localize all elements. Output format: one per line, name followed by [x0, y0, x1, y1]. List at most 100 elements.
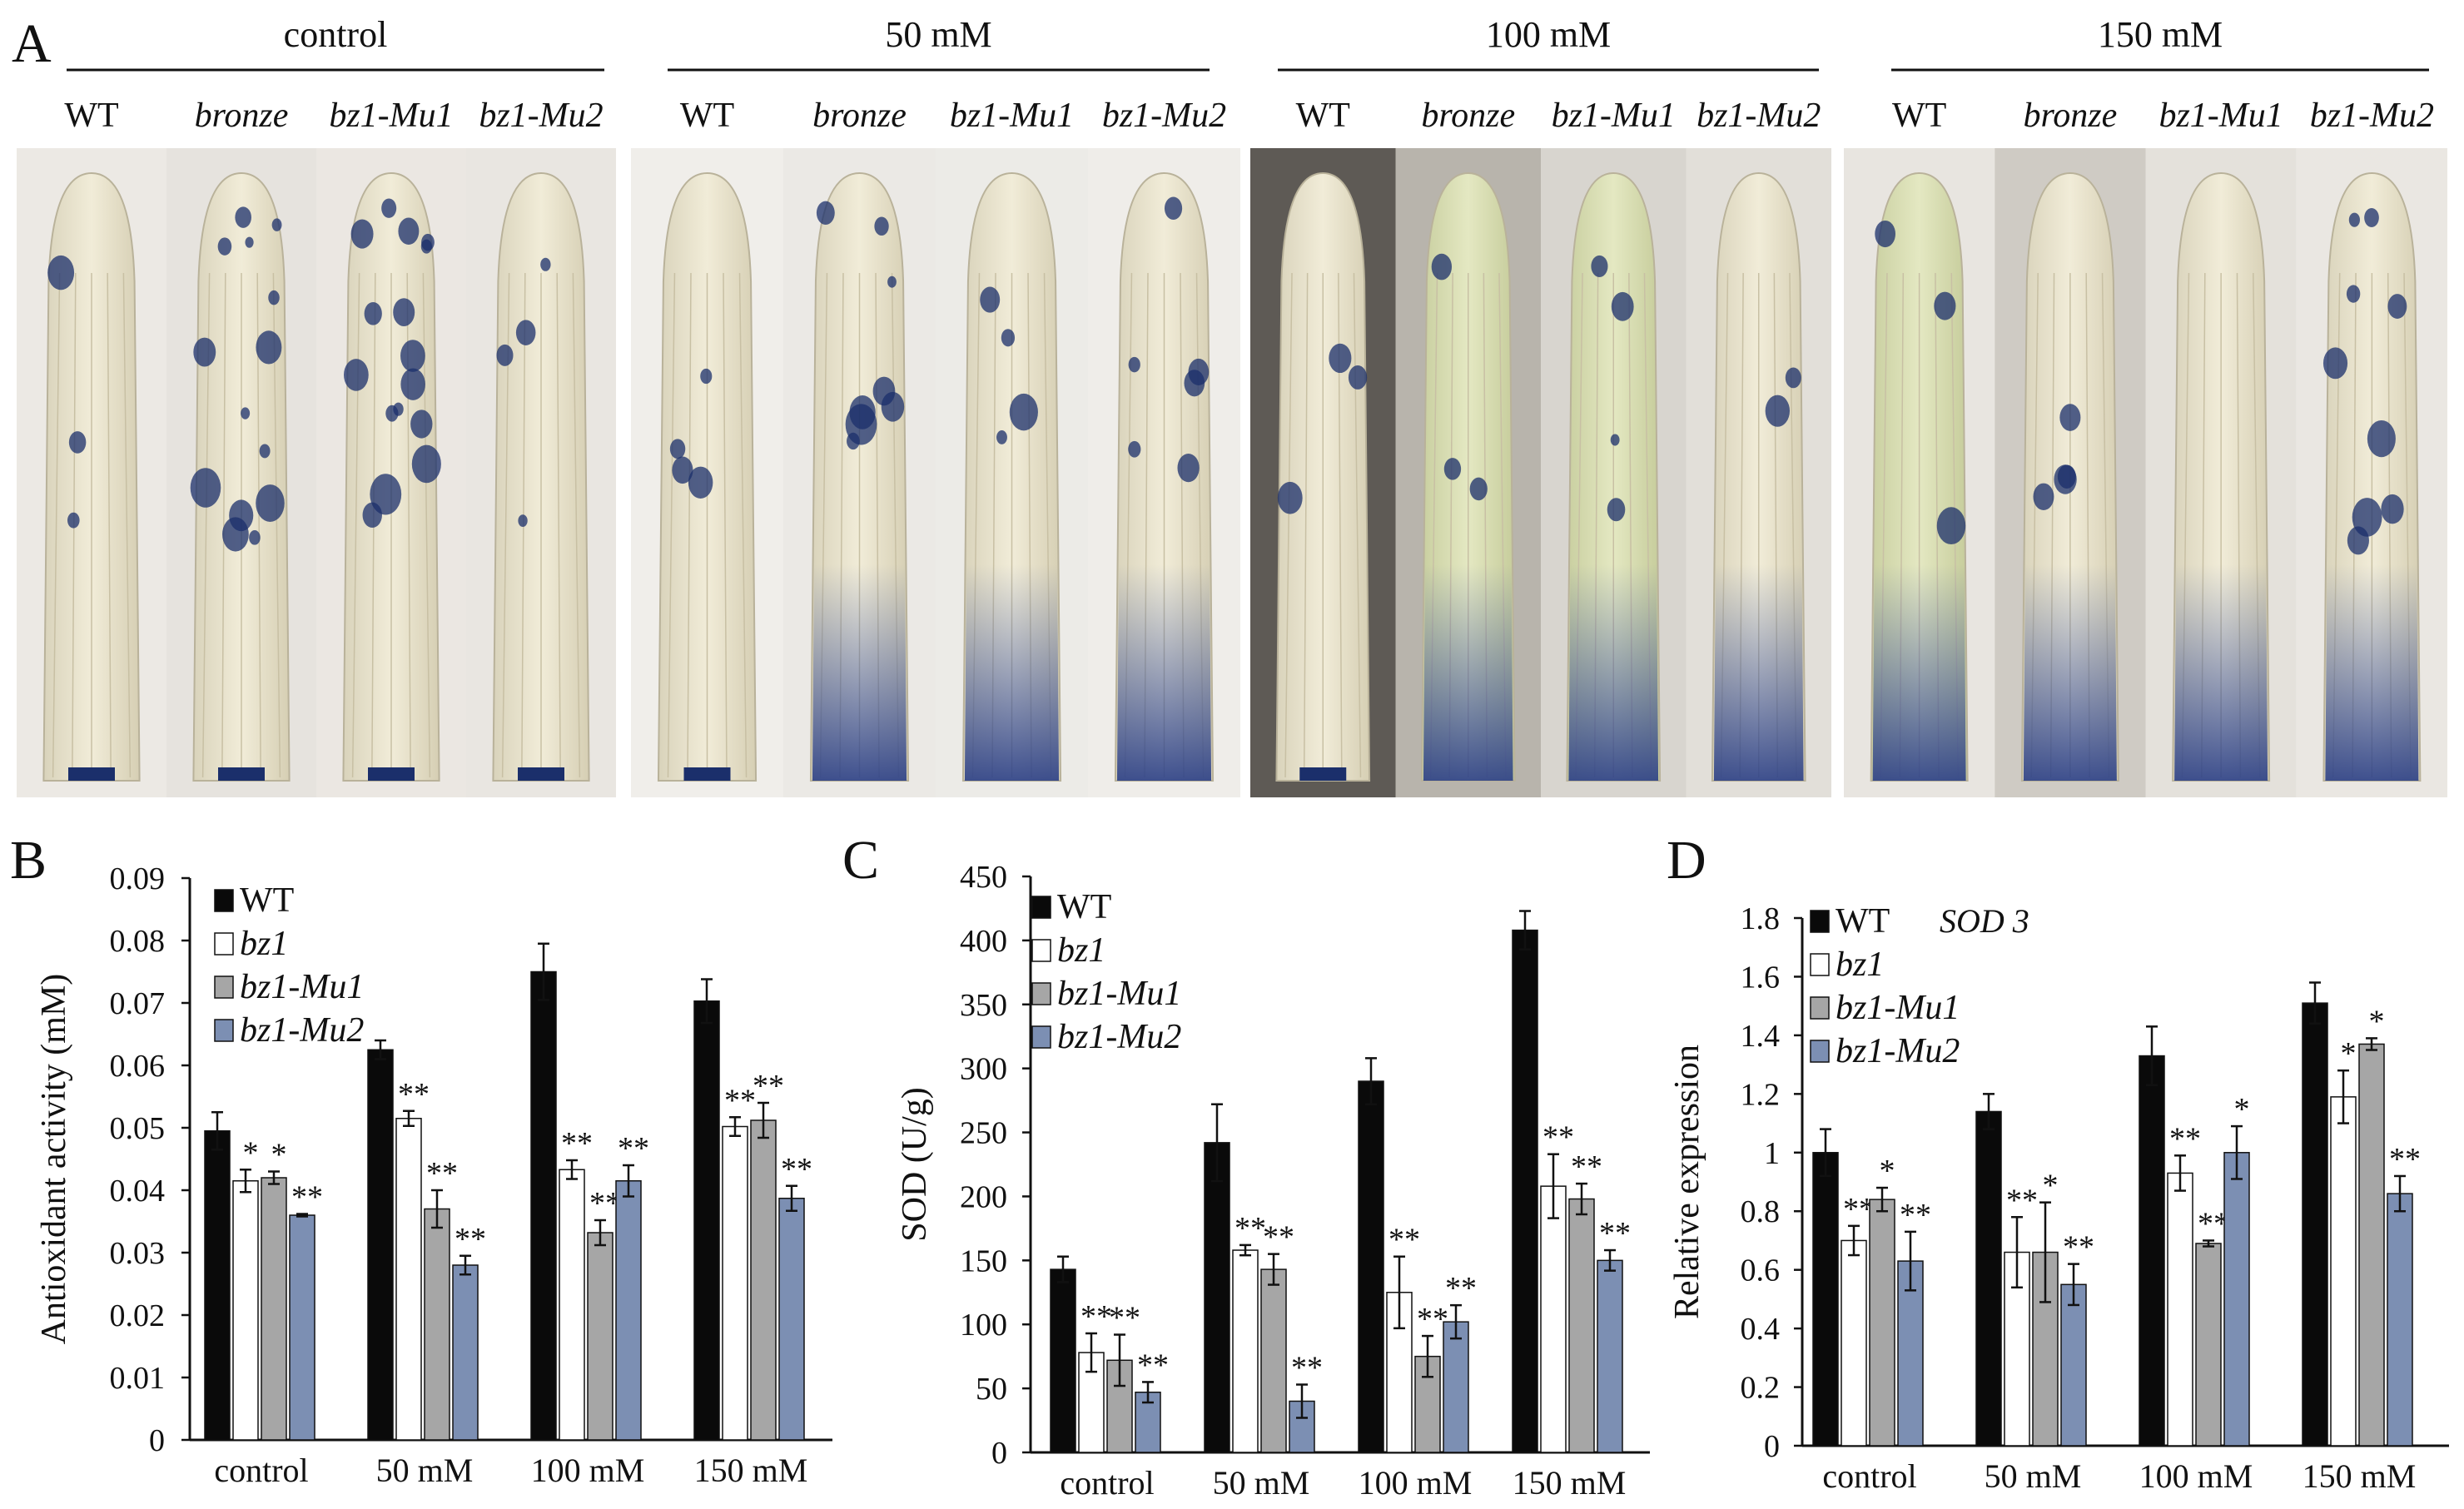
leaf-base-staining [218, 767, 265, 781]
panel-a-genotype-label: WT [64, 97, 118, 135]
blue-stain-spot [256, 484, 285, 522]
bar-bz1 [2167, 1172, 2193, 1447]
panel-a-group-4: 150 mM WT bronze bz1-Mu1 bz1-Mu2 [1844, 14, 2447, 797]
legend-swatch-bz1-mu1 [1031, 982, 1051, 1005]
blue-stain-spot [672, 456, 693, 484]
legend-label: bz1-Mu1 [1836, 989, 1960, 1027]
panel-a-group-2: 50 mM WT bronze bz1-Mu1 bz1-Mu2 [631, 14, 1240, 797]
blue-stain-spot [364, 302, 382, 325]
leaf-vein [52, 272, 61, 778]
bar-bz1-mu2 [1597, 1259, 1623, 1453]
blue-stain-spot [980, 286, 1001, 313]
blue-stain-spot [245, 236, 254, 248]
panel-a-leaf-staining: A control WT bronze bz1-Mu1 bz1-Mu2 50 mM WT br… [12, 13, 2447, 797]
blue-stain-spot [193, 337, 216, 367]
blue-stain-spot [1431, 253, 1453, 280]
legend-label: WT [240, 881, 294, 920]
blue-stain-spot [874, 216, 889, 236]
blue-stain-spot [1469, 477, 1488, 501]
blue-stain-spot [515, 320, 536, 345]
significance-marker: ** [1542, 1120, 1574, 1155]
blue-stain-spot [1934, 291, 1956, 320]
significance-marker: ** [2169, 1121, 2201, 1156]
legend-swatch-bz1-mu1 [1810, 996, 1830, 1020]
blue-stain-spot [1001, 329, 1016, 347]
y-tick-label: 250 [960, 1116, 1007, 1151]
legend-swatch-bz1 [1031, 939, 1051, 962]
leaf-vein [556, 272, 561, 778]
blue-stain-spot [1188, 358, 1210, 386]
blue-stain-spot [385, 405, 399, 422]
bar-bz1 [559, 1169, 585, 1441]
significance-marker: ** [455, 1222, 486, 1257]
bar-bz1-mu1 [1568, 1198, 1595, 1453]
panel-a-group-title: control [284, 14, 388, 55]
blue-stain-spot [1936, 507, 1966, 545]
blue-stain-spot [362, 502, 382, 529]
panel-a-genotype-label: WT [1296, 97, 1350, 135]
bar-bz1 [1841, 1239, 1867, 1447]
legend-swatch-bz1-mu1 [214, 975, 234, 999]
panel-a-genotype-label: bronze [195, 97, 289, 135]
y-axis-label: SOD (U/g) [896, 1087, 934, 1242]
significance-marker: ** [781, 1152, 812, 1187]
legend-label: bz1-Mu2 [1057, 1018, 1181, 1056]
leaf-base-staining [1872, 564, 1966, 781]
legend-swatch-wt [214, 889, 234, 912]
y-tick-label: 0.06 [110, 1049, 166, 1084]
significance-marker: ** [2389, 1142, 2421, 1177]
blue-stain-spot [700, 368, 713, 385]
panel-b-label: B [10, 830, 47, 891]
significance-marker: ** [1291, 1350, 1323, 1385]
bar-wt [2302, 1002, 2328, 1447]
leaf-vein [122, 272, 132, 778]
y-tick-label: 300 [960, 1052, 1007, 1087]
bar-wt [1358, 1080, 1384, 1453]
panel-a-genotype-label: bronze [2023, 97, 2117, 135]
bar-bz1-mu1 [1106, 1359, 1133, 1453]
blue-stain-spot [518, 514, 528, 527]
blue-stain-spot [2364, 208, 2379, 228]
significance-marker: ** [426, 1156, 458, 1191]
significance-marker: ** [1109, 1301, 1140, 1336]
blue-stain-spot [845, 404, 877, 445]
y-tick-label: 0.02 [110, 1298, 166, 1333]
blue-stain-spot [2387, 294, 2407, 319]
bar-wt [1512, 929, 1538, 1453]
panel-d-label: D [1667, 830, 1706, 891]
blue-stain-spot [2346, 285, 2361, 303]
bar-wt [1812, 1152, 1839, 1447]
significance-marker: * [2341, 1036, 2357, 1071]
y-tick-label: 0 [1764, 1429, 1780, 1464]
bar-bz1 [232, 1180, 259, 1441]
y-tick-label: 150 [960, 1243, 1007, 1278]
y-tick-label: 350 [960, 988, 1007, 1023]
x-category-label: 100 mM [1359, 1464, 1473, 1502]
significance-marker: * [243, 1135, 259, 1170]
y-tick-label: 1.2 [1741, 1077, 1781, 1112]
legend-label: bz1-Mu1 [240, 968, 364, 1006]
legend-label: WT [1836, 902, 1890, 941]
blue-stain-spot [1591, 255, 1608, 278]
blue-stain-spot [410, 410, 433, 439]
leaf-base-staining [2174, 564, 2268, 781]
leaf-base-staining [1116, 564, 1212, 781]
significance-marker: ** [1263, 1220, 1294, 1255]
leaf-base-staining [1568, 564, 1659, 781]
blue-stain-spot [2033, 483, 2054, 511]
y-tick-label: 100 [960, 1308, 1007, 1343]
legend-swatch-bz1-mu2 [214, 1019, 234, 1042]
blue-stain-spot [496, 344, 514, 366]
bar-bz1-mu1 [587, 1232, 614, 1441]
leaf-vein [738, 272, 748, 778]
blue-stain-spot [2352, 498, 2382, 537]
leaf-base-staining [518, 767, 564, 781]
x-category-label: 50 mM [1985, 1457, 2082, 1495]
x-category-label: control [1060, 1464, 1154, 1502]
bar-bz1-mu2 [615, 1180, 642, 1441]
blue-stain-spot [688, 466, 713, 499]
bar-bz1-mu2 [778, 1198, 805, 1441]
significance-marker: * [271, 1138, 287, 1173]
leaf-vein [572, 272, 581, 778]
blue-stain-spot [68, 431, 87, 454]
